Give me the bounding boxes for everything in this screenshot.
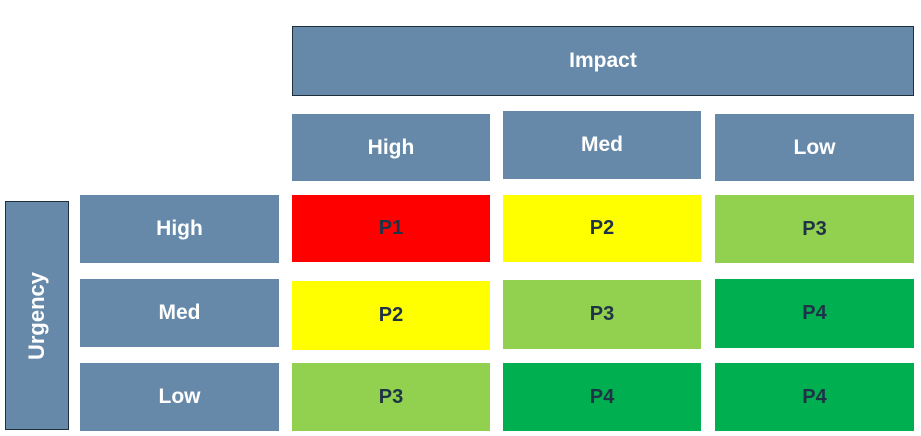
matrix-cell-low-low: P4 [715, 363, 914, 431]
impact-header-label: Med [581, 133, 623, 156]
matrix-cell-low-high: P3 [292, 363, 490, 431]
priority-label: P3 [802, 217, 827, 240]
priority-label: P4 [802, 385, 827, 408]
urgency-header-label: High [156, 217, 203, 240]
urgency-header-label: Low [158, 385, 201, 408]
urgency-header-high: High [80, 195, 279, 263]
impact-header-label: Low [793, 135, 836, 159]
urgency-title-label: Urgency [24, 271, 50, 360]
matrix-cell-high-med: P2 [503, 195, 701, 262]
impact-title: Impact [292, 26, 914, 96]
impact-header-low: Low [715, 114, 914, 181]
matrix-cell-med-low: P4 [715, 279, 914, 348]
priority-label: P2 [378, 304, 404, 326]
matrix-cell-med-high: P2 [292, 281, 490, 350]
urgency-header-low: Low [80, 363, 279, 431]
priority-label: P4 [802, 302, 827, 324]
impact-header-label: High [367, 135, 415, 159]
priority-label: P2 [589, 217, 615, 239]
impact-header-med: Med [503, 111, 701, 179]
matrix-cell-high-high: P1 [292, 195, 490, 262]
impact-title-label: Impact [569, 49, 637, 72]
matrix-cell-high-low: P3 [715, 195, 914, 263]
urgency-header-label: Med [158, 301, 201, 324]
urgency-title: Urgency [5, 201, 69, 430]
priority-label: P4 [589, 385, 615, 408]
urgency-header-med: Med [80, 279, 279, 347]
priority-label: P3 [589, 303, 615, 325]
impact-header-high: High [292, 114, 490, 181]
matrix-cell-low-med: P4 [503, 363, 701, 431]
matrix-cell-med-med: P3 [503, 280, 701, 349]
priority-label: P3 [378, 385, 404, 408]
priority-label: P1 [378, 217, 404, 239]
